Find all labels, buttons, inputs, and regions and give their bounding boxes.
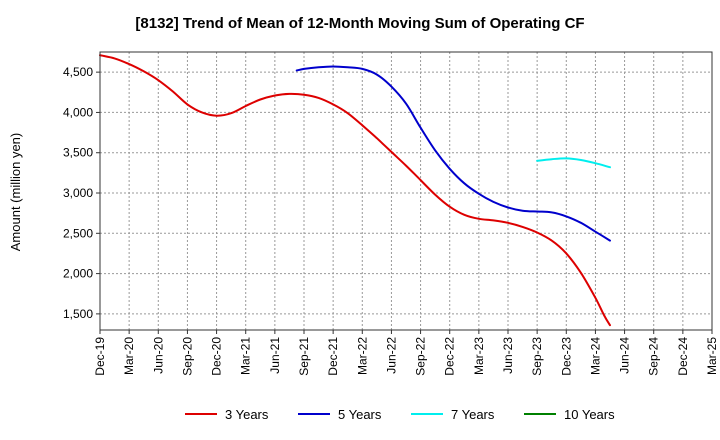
x-tick-label: Mar-23: [472, 337, 486, 375]
x-tick-label: Sep-20: [180, 337, 194, 376]
y-tick-label: 1,500: [63, 307, 93, 321]
x-tick-label: Dec-23: [559, 337, 573, 376]
x-tick-label: Sep-22: [414, 337, 428, 376]
legend-label-3-years: 3 Years: [225, 407, 269, 422]
y-tick-label: 3,000: [63, 186, 93, 200]
y-axis-label: Amount (million yen): [8, 133, 23, 252]
x-tick-label: Mar-25: [705, 337, 719, 375]
x-tick-label: Dec-19: [93, 337, 107, 376]
x-tick-label: Jun-21: [268, 337, 282, 374]
legend-label-10-years: 10 Years: [564, 407, 615, 422]
x-tick-label: Jun-20: [151, 337, 165, 374]
chart-title: [8132] Trend of Mean of 12-Month Moving …: [135, 15, 584, 32]
y-tick-label: 2,500: [63, 226, 93, 240]
y-tick-label: 4,000: [63, 105, 93, 119]
x-tick-label: Jun-22: [384, 337, 398, 374]
legend-item-7-years: 7 Years: [411, 407, 495, 422]
x-tick-label: Mar-21: [239, 337, 253, 375]
y-tick-label: 2,000: [63, 267, 93, 281]
series-line-5-years: [295, 65, 611, 242]
x-tick-label: Dec-22: [443, 337, 457, 376]
series-line-3-years: [99, 54, 611, 327]
legend: 3 Years 5 Years 7 Years 10 Years: [185, 407, 615, 422]
x-tick-label: Sep-21: [297, 337, 311, 376]
legend-item-5-years: 5 Years: [298, 407, 382, 422]
legend-label-5-years: 5 Years: [338, 407, 382, 422]
x-tick-label: Mar-20: [122, 337, 136, 375]
x-tick-label: Mar-22: [355, 337, 369, 375]
x-tick-label: Sep-24: [647, 337, 661, 376]
x-tick-label: Mar-24: [588, 337, 602, 375]
y-tick-label: 4,500: [63, 65, 93, 79]
x-tick-label: Jun-24: [618, 337, 632, 374]
x-ticks: Dec-19 Mar-20 Jun-20 Sep-20 Dec-20 Mar-21 Jun-…: [93, 330, 719, 376]
series-layer: [99, 54, 611, 327]
x-tick-label: Jun-23: [501, 337, 515, 374]
x-tick-label: Sep-23: [530, 337, 544, 376]
series-line-7-years: [536, 157, 611, 169]
y-tick-label: 3,500: [63, 146, 93, 160]
x-tick-label: Dec-20: [210, 337, 224, 376]
legend-item-10-years: 10 Years: [524, 407, 615, 422]
x-tick-label: Dec-24: [676, 337, 690, 376]
x-tick-label: Dec-21: [326, 337, 340, 376]
legend-item-3-years: 3 Years: [185, 407, 269, 422]
grid: [100, 52, 712, 330]
legend-label-7-years: 7 Years: [451, 407, 495, 422]
y-ticks: 1,500 2,000 2,500 3,000 3,500 4,000 4,500: [63, 65, 100, 321]
plot-frame: [99, 51, 713, 331]
